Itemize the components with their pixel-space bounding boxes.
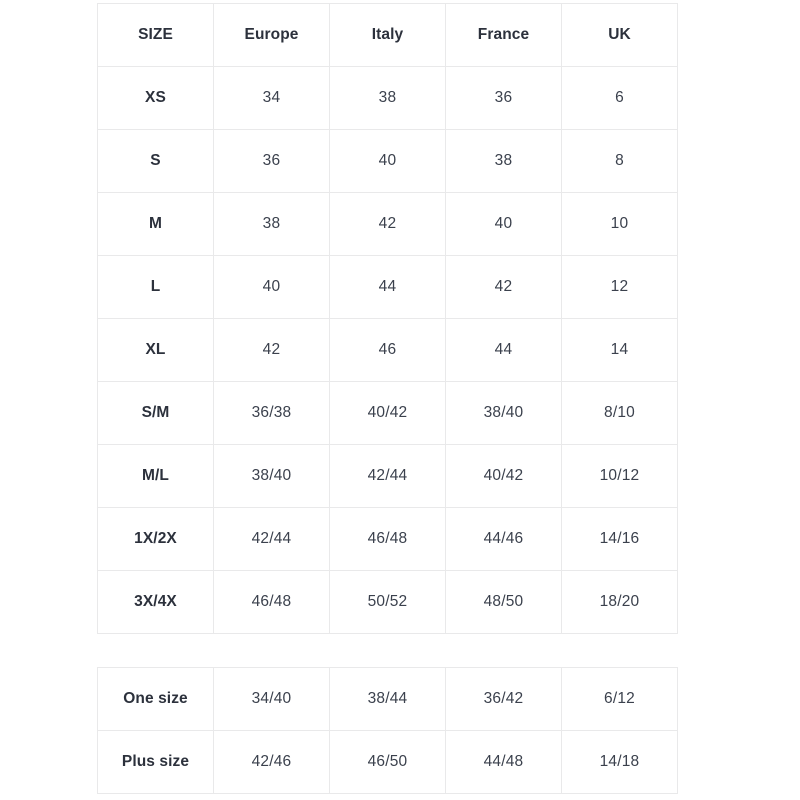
row-label-s: S: [97, 129, 214, 193]
cell-one-size-europe: 34/40: [213, 667, 330, 731]
cell-one-size-italy: 38/44: [329, 667, 446, 731]
cell-1x-2x-italy: 46/48: [329, 507, 446, 571]
row-label-xs: XS: [97, 66, 214, 130]
table-row: XL 42 46 44 14: [97, 318, 678, 382]
row-label-l: L: [97, 255, 214, 319]
row-label-plus-size: Plus size: [97, 730, 214, 794]
table-row: M 38 42 40 10: [97, 192, 678, 256]
cell-1x-2x-uk: 14/16: [561, 507, 678, 571]
row-label-xl: XL: [97, 318, 214, 382]
cell-s-france: 38: [445, 129, 562, 193]
cell-m-l-france: 40/42: [445, 444, 562, 508]
cell-l-italy: 44: [329, 255, 446, 319]
cell-m-europe: 38: [213, 192, 330, 256]
cell-plus-size-france: 44/48: [445, 730, 562, 794]
cell-3x-4x-uk: 18/20: [561, 570, 678, 634]
cell-m-l-uk: 10/12: [561, 444, 678, 508]
cell-l-france: 42: [445, 255, 562, 319]
table-row: 1X/2X 42/44 46/48 44/46 14/16: [97, 507, 678, 571]
one-size-plus-size-table: One size 34/40 38/44 36/42 6/12 Plus siz…: [97, 667, 678, 794]
cell-xs-uk: 6: [561, 66, 678, 130]
table-row: Plus size 42/46 46/50 44/48 14/18: [97, 730, 678, 794]
row-label-one-size: One size: [97, 667, 214, 731]
cell-l-europe: 40: [213, 255, 330, 319]
cell-xl-europe: 42: [213, 318, 330, 382]
cell-m-italy: 42: [329, 192, 446, 256]
column-header-europe: Europe: [213, 3, 330, 67]
cell-s-m-france: 38/40: [445, 381, 562, 445]
cell-one-size-uk: 6/12: [561, 667, 678, 731]
cell-l-uk: 12: [561, 255, 678, 319]
cell-m-uk: 10: [561, 192, 678, 256]
row-label-3x-4x: 3X/4X: [97, 570, 214, 634]
table-row: L 40 44 42 12: [97, 255, 678, 319]
cell-m-l-europe: 38/40: [213, 444, 330, 508]
row-label-m-l: M/L: [97, 444, 214, 508]
column-header-uk: UK: [561, 3, 678, 67]
cell-s-m-uk: 8/10: [561, 381, 678, 445]
cell-xl-italy: 46: [329, 318, 446, 382]
row-label-s-m: S/M: [97, 381, 214, 445]
table-row: One size 34/40 38/44 36/42 6/12: [97, 667, 678, 731]
cell-xs-italy: 38: [329, 66, 446, 130]
header-row: SIZE Europe Italy France UK: [97, 3, 678, 67]
cell-1x-2x-france: 44/46: [445, 507, 562, 571]
cell-3x-4x-italy: 50/52: [329, 570, 446, 634]
column-header-france: France: [445, 3, 562, 67]
row-label-1x-2x: 1X/2X: [97, 507, 214, 571]
table-header: SIZE Europe Italy France UK: [97, 3, 678, 67]
cell-s-uk: 8: [561, 129, 678, 193]
cell-s-m-italy: 40/42: [329, 381, 446, 445]
cell-s-m-europe: 36/38: [213, 381, 330, 445]
cell-xs-europe: 34: [213, 66, 330, 130]
cell-plus-size-uk: 14/18: [561, 730, 678, 794]
cell-plus-size-italy: 46/50: [329, 730, 446, 794]
cell-3x-4x-france: 48/50: [445, 570, 562, 634]
table-row: M/L 38/40 42/44 40/42 10/12: [97, 444, 678, 508]
table-row: 3X/4X 46/48 50/52 48/50 18/20: [97, 570, 678, 634]
table-row: S/M 36/38 40/42 38/40 8/10: [97, 381, 678, 445]
column-header-size: SIZE: [97, 3, 214, 67]
cell-3x-4x-europe: 46/48: [213, 570, 330, 634]
row-label-m: M: [97, 192, 214, 256]
column-header-italy: Italy: [329, 3, 446, 67]
cell-plus-size-europe: 42/46: [213, 730, 330, 794]
cell-s-italy: 40: [329, 129, 446, 193]
cell-xl-uk: 14: [561, 318, 678, 382]
cell-m-l-italy: 42/44: [329, 444, 446, 508]
table-body: XS 34 38 36 6 S 36 40 38 8 M 38 42 40 10: [97, 66, 678, 634]
size-conversion-table: SIZE Europe Italy France UK XS 34 38 36 …: [97, 3, 678, 634]
table-body: One size 34/40 38/44 36/42 6/12 Plus siz…: [97, 667, 678, 794]
cell-s-europe: 36: [213, 129, 330, 193]
cell-xs-france: 36: [445, 66, 562, 130]
cell-one-size-france: 36/42: [445, 667, 562, 731]
table-row: S 36 40 38 8: [97, 129, 678, 193]
cell-xl-france: 44: [445, 318, 562, 382]
table-row: XS 34 38 36 6: [97, 66, 678, 130]
cell-m-france: 40: [445, 192, 562, 256]
cell-1x-2x-europe: 42/44: [213, 507, 330, 571]
